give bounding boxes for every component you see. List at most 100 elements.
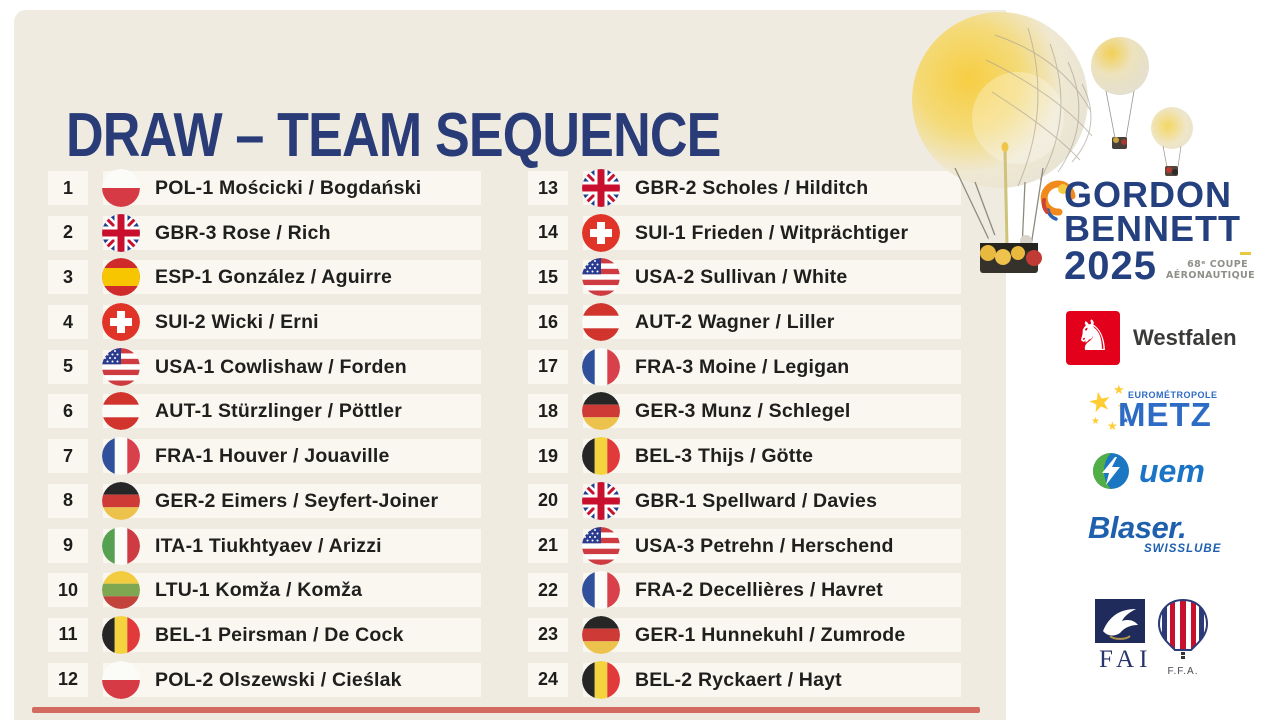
team-label: BEL-2 Ryckaert / Hayt bbox=[635, 668, 842, 691]
team-label: AUT-1 Stürzlinger / Pöttler bbox=[155, 400, 403, 423]
team-row-strip bbox=[103, 439, 481, 474]
team-label: USA-1 Cowlishaw / Forden bbox=[155, 355, 407, 378]
star-icon: ★ bbox=[1122, 416, 1130, 425]
team-row: 12 POL-2 Olszewski / Cieślak bbox=[48, 660, 481, 699]
flag-pol-icon bbox=[102, 660, 140, 699]
sequence-number: 2 bbox=[48, 215, 88, 250]
team-row: 16 AUT-2 Wagner / Liller bbox=[528, 303, 961, 342]
team-row-strip bbox=[103, 662, 481, 697]
flag-bel-icon bbox=[582, 437, 620, 476]
flag-gbr-icon bbox=[582, 481, 620, 520]
flag-aut-icon bbox=[582, 303, 620, 342]
westfalen-horse-icon: ♞ bbox=[1066, 311, 1120, 365]
sequence-number: 14 bbox=[528, 215, 568, 250]
flag-gbr-icon bbox=[582, 169, 620, 207]
sequence-number: 20 bbox=[528, 483, 568, 518]
team-row-strip bbox=[583, 305, 961, 340]
sequence-number: 21 bbox=[528, 528, 568, 563]
team-row-strip bbox=[103, 394, 481, 429]
fai-eagle-icon bbox=[1095, 599, 1145, 643]
team-row-strip bbox=[583, 573, 961, 608]
team-row: 10 LTU-1 Komža / Komža bbox=[48, 571, 481, 610]
star-icon: ★ bbox=[1113, 382, 1125, 397]
sequence-number: 11 bbox=[48, 617, 88, 652]
flag-ger-icon bbox=[102, 481, 140, 520]
team-row: 23 GER-1 Hunnekuhl / Zumrode bbox=[528, 615, 961, 654]
ffa-logo: F.F.A. bbox=[1152, 598, 1214, 677]
metz-logo: ★ ★ ★ ★ ★ ★ EUROMÉTROPOLE METZ bbox=[1085, 382, 1222, 441]
flag-ger-icon bbox=[582, 392, 620, 431]
sequence-number: 10 bbox=[48, 573, 88, 608]
page-title: DRAW – TEAM SEQUENCE bbox=[66, 100, 721, 170]
team-row: 24 BEL-2 Ryckaert / Hayt bbox=[528, 660, 961, 699]
team-row-strip bbox=[583, 215, 961, 250]
flag-ltu-icon bbox=[102, 571, 140, 610]
sequence-number: 17 bbox=[528, 349, 568, 384]
sequence-number: 7 bbox=[48, 439, 88, 474]
team-label: GBR-2 Scholes / Hilditch bbox=[635, 177, 869, 199]
star-icon: ★ bbox=[1107, 419, 1118, 433]
team-row-strip bbox=[583, 260, 961, 295]
team-label: ESP-1 González / Aguirre bbox=[155, 266, 393, 289]
team-row: 8 GER-2 Eimers / Seyfert-Joiner bbox=[48, 481, 481, 520]
flag-aut-icon bbox=[102, 392, 140, 431]
star-icon: ★ bbox=[1117, 401, 1127, 413]
flag-fra-icon bbox=[582, 571, 620, 610]
blaser-swisslube-label: SWISSLUBE bbox=[1144, 543, 1222, 555]
sequence-number: 5 bbox=[48, 349, 88, 384]
fai-logo: FAI bbox=[1094, 599, 1153, 674]
team-row-strip bbox=[583, 171, 961, 205]
team-row: 18 GER-3 Munz / Schlegel bbox=[528, 392, 961, 431]
uem-logo: uem bbox=[1092, 452, 1205, 490]
sequence-number: 23 bbox=[528, 617, 568, 652]
team-label: GBR-1 Spellward / Davies bbox=[635, 489, 878, 512]
team-label: GBR-3 Rose / Rich bbox=[155, 221, 331, 244]
sequence-number: 15 bbox=[528, 260, 568, 295]
flag-fra-icon bbox=[582, 347, 620, 386]
team-row: 1 POL-1 Mościcki / Bogdański bbox=[48, 169, 481, 207]
team-row: 15 USA-2 Sullivan / White bbox=[528, 258, 961, 297]
team-row: 2 GBR-3 Rose / Rich bbox=[48, 213, 481, 252]
sequence-number: 13 bbox=[528, 171, 568, 205]
team-label: FRA-3 Moine / Legigan bbox=[635, 355, 850, 378]
bottom-red-strip bbox=[32, 707, 980, 713]
team-label: FRA-2 Decellières / Havret bbox=[635, 579, 883, 602]
flag-usa-icon bbox=[582, 526, 620, 565]
team-row: 4 SUI-2 Wicki / Erni bbox=[48, 303, 481, 342]
team-row-strip bbox=[103, 260, 481, 295]
team-row-strip bbox=[583, 439, 961, 474]
gordon-bennett-logo: GORDON BENNETT 2025 bbox=[1064, 177, 1241, 287]
sequence-number: 3 bbox=[48, 260, 88, 295]
team-row-strip bbox=[103, 349, 481, 384]
fai-label: FAI bbox=[1099, 646, 1153, 673]
team-label: SUI-1 Frieden / Witprächtiger bbox=[635, 221, 909, 244]
team-label: POL-1 Mościcki / Bogdański bbox=[155, 177, 422, 199]
sequence-number: 1 bbox=[48, 171, 88, 205]
team-row-strip bbox=[103, 573, 481, 608]
flag-sui-icon bbox=[582, 213, 620, 252]
flag-ger-icon bbox=[582, 615, 620, 654]
team-row-strip bbox=[583, 349, 961, 384]
vintage-balloons-illustration bbox=[912, 12, 1193, 273]
team-label: SUI-2 Wicki / Erni bbox=[155, 311, 319, 334]
team-row-strip bbox=[583, 483, 961, 518]
sequence-number: 12 bbox=[48, 662, 88, 697]
team-row: 5 USA-1 Cowlishaw / Forden bbox=[48, 347, 481, 386]
team-row-strip bbox=[583, 617, 961, 652]
team-label: USA-3 Petrehn / Herschend bbox=[635, 534, 894, 557]
team-row: 3 ESP-1 González / Aguirre bbox=[48, 258, 481, 297]
westfalen-label: Westfalen bbox=[1133, 325, 1237, 350]
team-row-strip bbox=[103, 305, 481, 340]
gb-logo-line2: BENNETT bbox=[1064, 208, 1241, 249]
flag-usa-icon bbox=[582, 258, 620, 297]
team-label: GER-2 Eimers / Seyfert-Joiner bbox=[155, 489, 439, 512]
team-label: GER-3 Munz / Schlegel bbox=[635, 400, 851, 423]
team-label: GER-1 Hunnekuhl / Zumrode bbox=[635, 623, 906, 646]
sequence-number: 16 bbox=[528, 305, 568, 340]
team-row: 14 SUI-1 Frieden / Witprächtiger bbox=[528, 213, 961, 252]
team-row-strip bbox=[103, 528, 481, 563]
gb-logo-yellow-tick bbox=[1240, 252, 1251, 255]
team-row-strip bbox=[103, 215, 481, 250]
team-row-strip bbox=[583, 394, 961, 429]
team-row-strip bbox=[583, 662, 961, 697]
